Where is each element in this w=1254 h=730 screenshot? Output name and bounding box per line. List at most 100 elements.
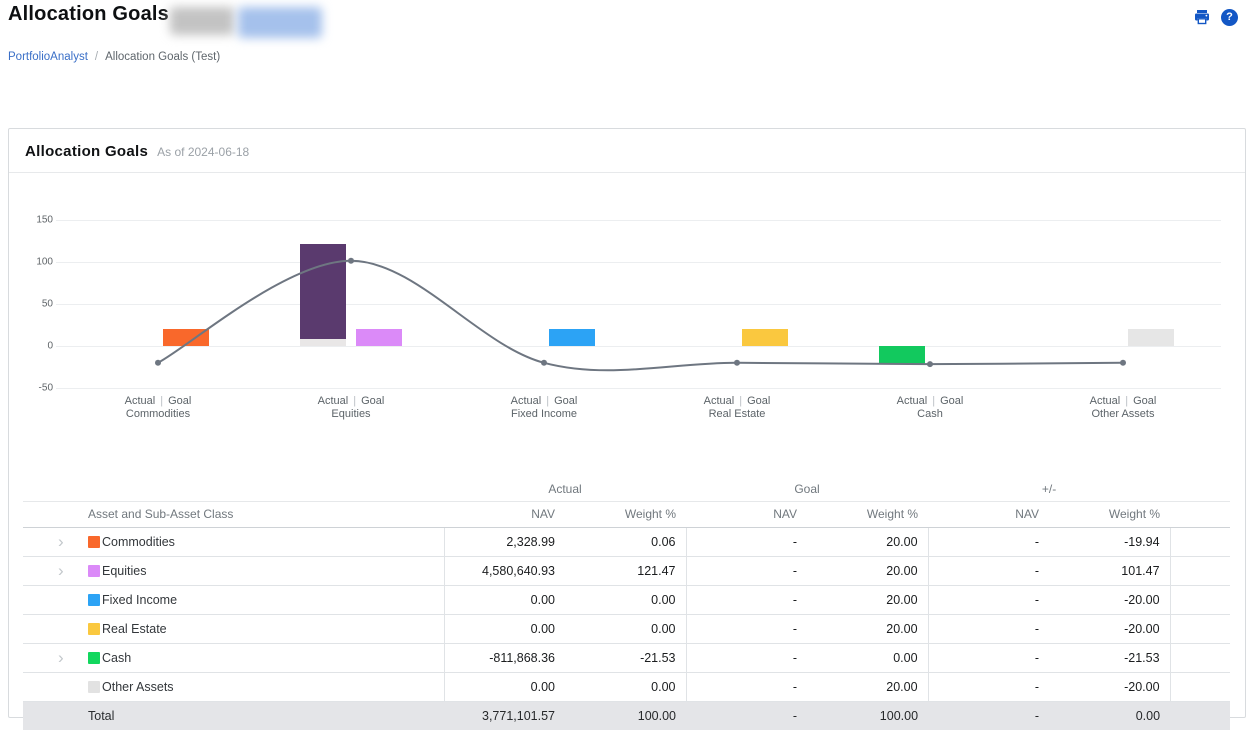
cell-diff-weight: -20.00 (1049, 585, 1171, 615)
total-label: Total (23, 701, 444, 730)
column-header-goal-nav: NAV (686, 501, 808, 528)
cell-diff-nav: - (927, 527, 1050, 557)
line-point (1120, 359, 1126, 366)
gridline (56, 388, 1221, 389)
cell-actual-nav: 0.00 (443, 614, 565, 644)
line-point (541, 359, 547, 366)
expand-chevron-icon[interactable]: › (58, 647, 64, 667)
total-goal-weight: 100.00 (807, 701, 929, 730)
row-filler (1169, 527, 1231, 557)
table-column-header-row: Asset and Sub-Asset Class NAV Weight % N… (23, 501, 1231, 528)
bar-actual-equities-seg1 (300, 243, 346, 340)
cell-actual-weight: 0.00 (565, 585, 687, 615)
allocation-table: Actual Goal +/- Asset and Sub-Asset Clas… (23, 477, 1231, 730)
deviation-line-layer (155, 257, 1126, 372)
gridline (56, 346, 1221, 347)
cell-goal-weight: 20.00 (807, 614, 929, 644)
cell-diff-nav: - (927, 556, 1050, 586)
group-header-actual: Actual (444, 477, 687, 502)
cell-goal-nav: - (685, 527, 808, 557)
breadcrumb-portfolioanalyst-link[interactable]: PortfolioAnalyst (8, 51, 88, 63)
total-diff-weight: 0.00 (1049, 701, 1171, 730)
total-goal-nav: - (686, 701, 808, 730)
x-axis-label-fixed-income: Actual | Goal Fixed Income (510, 395, 578, 420)
cell-actual-nav: 0.00 (443, 585, 565, 615)
bar-goal-other-assets (1128, 329, 1174, 346)
column-header-goal-weight: Weight % (807, 501, 929, 528)
asset-name: Cash (102, 650, 132, 665)
bar-actual-equities-seg0 (300, 339, 346, 346)
cell-goal-nav: - (685, 556, 808, 586)
cell-diff-nav: - (927, 672, 1050, 702)
cell-actual-nav: 4,580,640.93 (443, 556, 565, 586)
asset-name: Other Assets (102, 679, 174, 694)
cell-goal-weight: 0.00 (807, 643, 929, 673)
x-axis-label-commodities: Actual | Goal Commodities (124, 395, 192, 420)
cell-actual-nav: -811,868.36 (443, 643, 565, 673)
page-header: Allocation Goals ? (0, 0, 1254, 45)
asset-name: Equities (102, 563, 147, 578)
asset-name: Real Estate (102, 621, 167, 636)
allocation-goals-chart: 150 100 50 0 -50 Actual | Goal Commodities Actual… (9, 173, 1245, 455)
row-filler (1169, 556, 1231, 586)
group-header-diff: +/- (928, 477, 1171, 502)
gridline (56, 304, 1221, 305)
asset-name: Commodities (102, 534, 175, 549)
bar-goal-equities (356, 329, 402, 346)
table-group-header-row: Actual Goal +/- (23, 477, 1231, 502)
total-actual-nav: 3,771,101.57 (444, 701, 565, 730)
table-row-commodities: › Commodities 2,328.99 0.06-20.00- -19.94 (23, 527, 1231, 557)
cell-goal-nav: - (685, 643, 808, 673)
gridline (56, 220, 1221, 221)
bar-actual-cash (879, 346, 925, 365)
cell-actual-weight: 0.00 (565, 614, 687, 644)
print-icon[interactable] (1193, 8, 1211, 26)
cell-diff-nav: - (927, 614, 1050, 644)
cell-goal-weight: 20.00 (807, 527, 929, 557)
column-header-actual-weight: Weight % (565, 501, 687, 528)
breadcrumb: PortfolioAnalyst / Allocation Goals (Tes… (8, 51, 220, 63)
expand-chevron-icon[interactable]: › (58, 560, 64, 580)
expand-chevron-icon[interactable]: › (58, 531, 64, 551)
cell-goal-weight: 20.00 (807, 585, 929, 615)
asset-color-swatch (88, 593, 100, 606)
cell-actual-weight: -21.53 (565, 643, 687, 673)
row-filler (1169, 585, 1231, 615)
group-header-goal: Goal (686, 477, 929, 502)
cell-diff-weight: -21.53 (1049, 643, 1171, 673)
line-point (155, 359, 161, 366)
help-icon[interactable]: ? (1221, 8, 1238, 26)
y-axis-tick-label: 100 (36, 256, 53, 268)
total-diff-nav: - (928, 701, 1050, 730)
asset-color-swatch (88, 680, 100, 693)
redacted-label (170, 7, 234, 35)
row-filler (1169, 614, 1231, 644)
cell-diff-nav: - (927, 643, 1050, 673)
column-header-asset-class: Asset and Sub-Asset Class (23, 501, 444, 528)
card-header: Allocation Goals As of 2024-06-18 (9, 129, 1245, 173)
cell-diff-nav: - (927, 585, 1050, 615)
cell-goal-weight: 20.00 (807, 556, 929, 586)
cell-actual-nav: 0.00 (443, 672, 565, 702)
cell-goal-nav: - (685, 585, 808, 615)
table-row-cash: › Cash -811,868.36 -21.53-0.00- -21.53 (23, 643, 1231, 673)
cell-diff-weight: 101.47 (1049, 556, 1171, 586)
redacted-account-selector[interactable] (238, 7, 322, 38)
y-axis-tick-label: 0 (47, 340, 53, 352)
asset-color-swatch (88, 564, 100, 577)
x-axis-label-equities: Actual | Goal Equities (317, 395, 385, 420)
cell-diff-weight: -20.00 (1049, 672, 1171, 702)
row-filler (1169, 672, 1231, 702)
column-header-actual-nav: NAV (444, 501, 565, 528)
table-row-equities: › Equities 4,580,640.93 121.47-20.00-101.47 (23, 556, 1231, 586)
line-point (734, 359, 740, 366)
x-axis-label-other-assets: Actual | Goal Other Assets (1089, 395, 1157, 420)
line-point (348, 257, 354, 264)
cell-actual-weight: 0.00 (565, 672, 687, 702)
cell-goal-nav: - (685, 614, 808, 644)
as-of-date: As of 2024-06-18 (157, 145, 250, 159)
asset-color-swatch (88, 535, 100, 548)
bar-goal-fixed-income (549, 329, 595, 346)
